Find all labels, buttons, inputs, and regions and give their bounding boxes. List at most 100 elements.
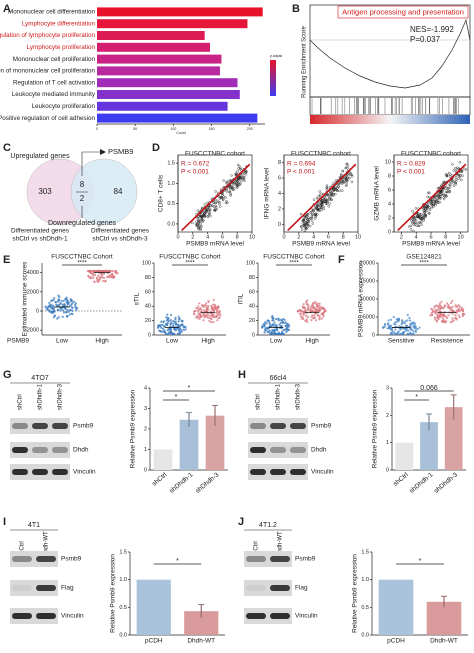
scatter-point — [422, 215, 426, 218]
blot — [10, 608, 58, 624]
x-tick-label: shDhdh-1 — [168, 471, 194, 495]
swarm-dot — [437, 308, 440, 311]
x-tick-label: Low — [166, 338, 178, 345]
scatter-point — [239, 166, 242, 170]
scatter-point — [454, 175, 458, 179]
blot-band — [12, 585, 32, 591]
scatter-point — [228, 180, 232, 183]
swarm-dot — [316, 314, 319, 317]
scatter-point — [299, 212, 303, 216]
swarm-dot — [208, 319, 211, 323]
swarm-dot — [72, 300, 76, 304]
venn-set2 — [70, 158, 138, 226]
scatter-point — [219, 205, 222, 208]
scatter-point — [464, 168, 468, 171]
x-tick-label: 100 — [170, 127, 176, 131]
y-tick-label: 1.0 — [167, 181, 175, 187]
scatter-point — [310, 219, 314, 222]
scatter-point — [444, 195, 448, 198]
chart-title: FUSCCTNBC Cohort — [159, 254, 221, 261]
swarm-dot — [178, 324, 182, 328]
swarm-dot — [200, 308, 203, 312]
panel-label: C — [3, 142, 11, 154]
scatter-point — [434, 203, 437, 207]
swarm-dot — [156, 326, 160, 329]
scatter-point — [349, 171, 352, 174]
swarm-dot — [178, 317, 181, 320]
swarm-dot — [271, 323, 275, 326]
swarm-dot — [51, 306, 54, 309]
scatter-point — [331, 193, 334, 196]
swarm-dot — [218, 316, 221, 319]
swarm-dot — [263, 325, 266, 328]
swarm-dot — [57, 316, 60, 319]
swarm-dot — [439, 314, 442, 317]
swarm-dot — [277, 317, 280, 320]
swarm-dot — [114, 270, 117, 273]
fit-line — [181, 163, 251, 232]
swarm-dot — [193, 310, 196, 313]
scatter-point — [303, 229, 307, 232]
scatter-point — [420, 220, 423, 224]
scatter-point — [341, 180, 344, 184]
swarm-dot — [394, 328, 397, 331]
swarm-dot — [389, 332, 392, 336]
swarm-dot — [91, 272, 95, 275]
y-tick-label: 20 — [249, 318, 255, 324]
swarm-dot — [107, 275, 110, 278]
swarm-dot — [262, 323, 265, 326]
venn-count: 2 — [80, 194, 85, 203]
scatter-point — [457, 177, 460, 181]
group-label: PSMB9 — [7, 338, 29, 345]
scatter-point — [320, 200, 324, 204]
scatter-point — [422, 219, 425, 222]
chart-title: FUSCCTNBC cohort — [291, 151, 351, 158]
swarm-dot — [268, 330, 271, 333]
scatter-point — [322, 205, 325, 208]
scatter-point — [306, 218, 309, 221]
y-tick-label: 6 — [278, 176, 281, 182]
swarm-dot — [283, 318, 286, 321]
stat-label: P < 0.001 — [181, 169, 209, 176]
swarm-dot — [320, 317, 323, 320]
scatter-point — [413, 223, 417, 226]
scatter-point — [337, 185, 340, 188]
scatter-point — [414, 207, 417, 210]
scatter-point — [442, 194, 445, 197]
swarm-dot — [391, 332, 394, 336]
stat-label: R = 0.829 — [397, 161, 426, 168]
blot-band — [250, 447, 266, 453]
scatter-point — [320, 208, 323, 212]
blot-band — [12, 447, 28, 453]
swarm-dot — [306, 303, 309, 306]
scatter-point — [214, 190, 217, 193]
scatter-point — [345, 178, 348, 182]
swarm-dot — [111, 269, 115, 273]
gsea-curve — [309, 18, 471, 89]
blot-band — [246, 613, 266, 619]
swarm-dot — [169, 322, 172, 325]
swarm-dot — [409, 331, 412, 334]
scatter-point — [201, 220, 205, 223]
swarm-dot — [61, 303, 64, 306]
swarm-dot — [93, 269, 97, 273]
panel-label: J — [238, 516, 244, 528]
scatter-point — [234, 172, 238, 175]
scatter-point — [309, 216, 312, 220]
y-tick-label: 4 — [144, 385, 147, 391]
gsea-title: Antigen processing and presentation — [342, 7, 464, 16]
swarm-dot — [212, 320, 215, 324]
x-tick-label: 6 — [327, 234, 330, 240]
scatter-point — [208, 212, 211, 216]
swarm-dot — [100, 269, 103, 273]
swarm-dot — [390, 327, 394, 330]
bar — [97, 90, 240, 99]
swarm-dot — [89, 271, 93, 275]
scatter-point — [418, 213, 422, 216]
swarm-dot — [44, 305, 47, 308]
swarm-dot — [182, 325, 185, 328]
swarm-dot — [212, 310, 216, 313]
swarm-dot — [92, 276, 95, 279]
chart-title: FUSCCTNBC Cohort — [51, 254, 113, 261]
protein-label: Vinculin — [61, 613, 84, 620]
